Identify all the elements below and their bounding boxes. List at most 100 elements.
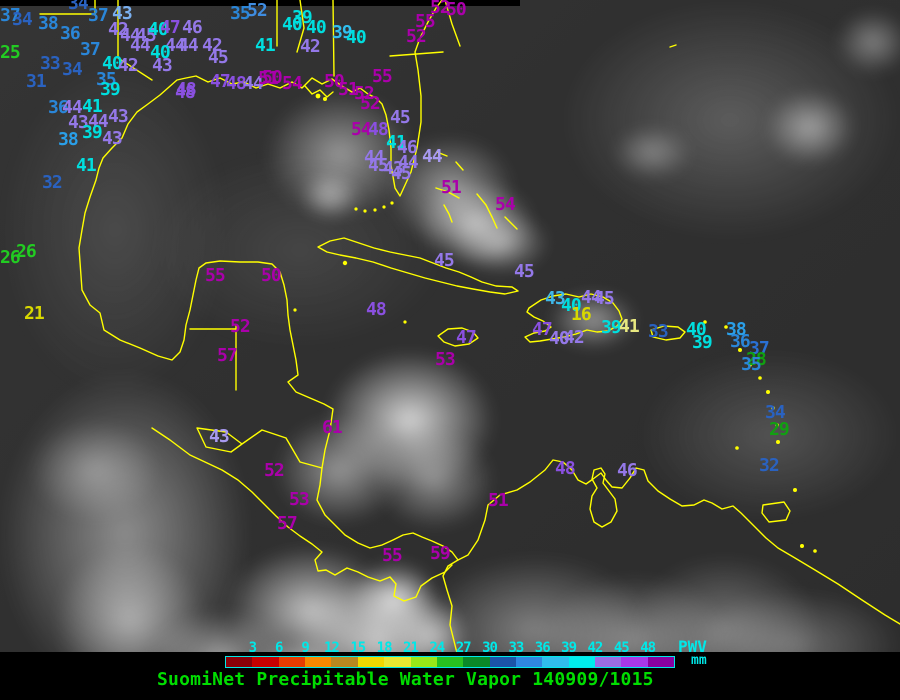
station-label: 41 [619,316,640,337]
station-label: 44 [62,97,83,118]
colorbar-tick: 18 [376,640,393,656]
station-label: 34 [68,0,89,14]
station-label: 38 [726,319,747,340]
colorbar-tick: 12 [323,640,340,656]
station-label: 43 [209,426,230,447]
station-label: 40 [282,14,303,35]
station-label: 38 [58,129,79,150]
station-label: 52 [247,0,268,21]
colorbar-tick: 48 [640,640,656,656]
station-label: 41 [386,132,407,153]
station-label: 35 [741,354,762,375]
island-bermuda [669,44,677,48]
station-label: 32 [759,455,780,476]
station-label: 45 [390,107,411,128]
station-label: 36 [730,331,751,352]
station-label: 41 [255,35,276,56]
station-label: 39 [692,332,713,353]
colorbar-tick: 3 [248,640,258,656]
station-label: 16 [571,304,592,325]
station-label: 55 [205,265,226,286]
station-label: 45 [514,261,535,282]
colorbar-segment [621,657,648,667]
station-label: 29 [769,419,790,440]
station-label: 54 [282,73,303,94]
station-label: 45 [391,163,412,184]
islands-bahamas [435,151,518,230]
colorbar-segment [595,657,622,667]
station-label: 40 [549,328,570,349]
colorbar-segment [515,657,543,667]
colorbar-tick: 45 [613,640,630,656]
station-label: 48 [366,299,387,320]
station-label: 52 [230,316,251,337]
station-label: 37 [0,5,21,26]
station-label: 45 [434,250,455,271]
colorbar-tick: 30 [482,640,498,656]
colorbar-unit: mm [691,653,707,668]
station-label: 52 [406,26,427,47]
station-label: 44 [398,152,419,173]
colorbar-tick: 39 [561,640,577,656]
colorbar-tick: 21 [403,640,419,656]
station-label: 43 [102,128,123,149]
station-label: 43 [108,106,129,127]
station-label: 32 [42,172,63,193]
station-label: 48 [175,82,196,103]
station-label: 46 [182,17,203,38]
station-label: 40 [561,295,582,316]
station-label: 43 [152,55,173,76]
station-label: 44 [364,147,385,168]
station-label: 48 [176,79,197,100]
colorbar-label: PWV [678,637,707,656]
colorbar-segment [305,657,332,667]
colorbar-segment [436,657,464,667]
station-label: 34 [12,9,33,30]
station-label: 40 [102,53,123,74]
station-label: 44 [581,287,602,308]
station-label: 41 [76,155,97,176]
colorbar-segment [410,657,437,667]
station-label: 34 [765,402,786,423]
station-label: 21 [24,303,45,324]
colorbar-tick: 36 [534,640,551,656]
station-label: 52 [360,93,381,114]
island-trinidad [761,501,791,523]
station-label: 33 [648,321,669,342]
station-label: 31 [26,71,47,92]
coast-mainland-north [78,0,459,652]
station-label: 40 [148,19,169,40]
colorbar-segment [463,657,490,667]
station-label: 39 [332,22,353,43]
station-label: 42 [108,19,129,40]
station-label: 50 [324,71,345,92]
station-label: 44 [88,111,109,132]
coastlines-overlay [39,0,900,652]
colorbar-segment [252,657,279,667]
colorbar-tick: 27 [455,640,472,656]
colorbar-segment [647,657,675,667]
station-label: 26 [0,247,21,268]
station-label: 38 [38,13,59,34]
colorbar-tick: 6 [274,640,284,656]
island-puerto-rico [650,325,686,341]
station-label: 36 [60,23,81,44]
colorbar-segment [357,657,385,667]
station-label: 40 [346,27,367,48]
station-label: 61 [322,417,343,438]
station-label: 51 [488,490,509,511]
station-label: 40 [686,319,707,340]
coast-south-america [457,459,900,625]
station-label: 46 [397,137,418,158]
station-label: 40 [150,42,171,63]
colorbar-tick: 33 [508,640,524,656]
station-label: 35 [96,69,117,90]
station-label: 47 [456,327,477,348]
station-label: 35 [230,3,251,24]
colorbar-segment [278,657,306,667]
colorbar-segment [384,657,411,667]
station-label: 44 [165,35,186,56]
station-label: 50 [446,0,467,20]
station-label: 42 [300,36,321,57]
